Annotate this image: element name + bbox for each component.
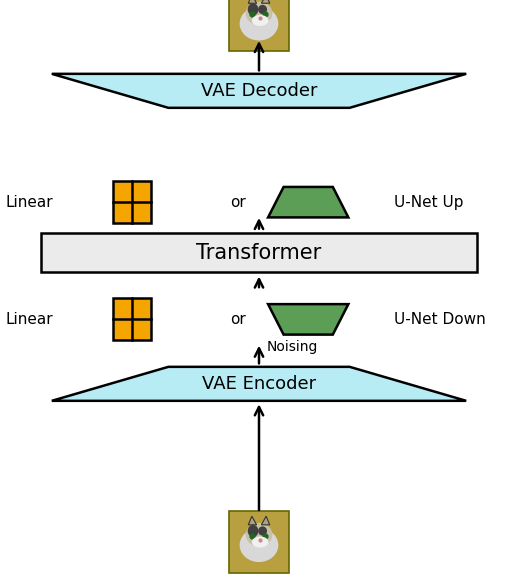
Ellipse shape: [258, 5, 267, 14]
Text: U-Net Up: U-Net Up: [394, 195, 463, 210]
Bar: [41, 233, 477, 272]
Ellipse shape: [248, 4, 258, 16]
Ellipse shape: [240, 528, 278, 562]
Text: Noising: Noising: [267, 340, 318, 354]
Ellipse shape: [246, 1, 272, 25]
Bar: [113, 181, 151, 223]
Polygon shape: [52, 367, 466, 401]
Ellipse shape: [246, 523, 272, 546]
Text: U-Net Down: U-Net Down: [394, 312, 485, 327]
Ellipse shape: [258, 526, 267, 536]
Polygon shape: [262, 516, 270, 525]
Bar: [113, 298, 151, 340]
Text: or: or: [231, 195, 246, 210]
Text: Linear: Linear: [5, 312, 53, 327]
Polygon shape: [262, 0, 270, 4]
Text: VAE Encoder: VAE Encoder: [202, 375, 316, 393]
Ellipse shape: [240, 6, 278, 40]
Ellipse shape: [252, 15, 268, 26]
Polygon shape: [268, 304, 349, 335]
Ellipse shape: [248, 525, 258, 537]
Polygon shape: [268, 187, 349, 217]
Text: Linear: Linear: [5, 195, 53, 210]
Ellipse shape: [252, 537, 268, 547]
Bar: [229, 0, 289, 51]
Polygon shape: [52, 74, 466, 108]
Polygon shape: [248, 516, 256, 525]
Bar: [229, 511, 289, 573]
Text: Transformer: Transformer: [196, 243, 322, 263]
Text: or: or: [231, 312, 246, 327]
Polygon shape: [248, 0, 256, 4]
Text: VAE Decoder: VAE Decoder: [201, 82, 317, 100]
